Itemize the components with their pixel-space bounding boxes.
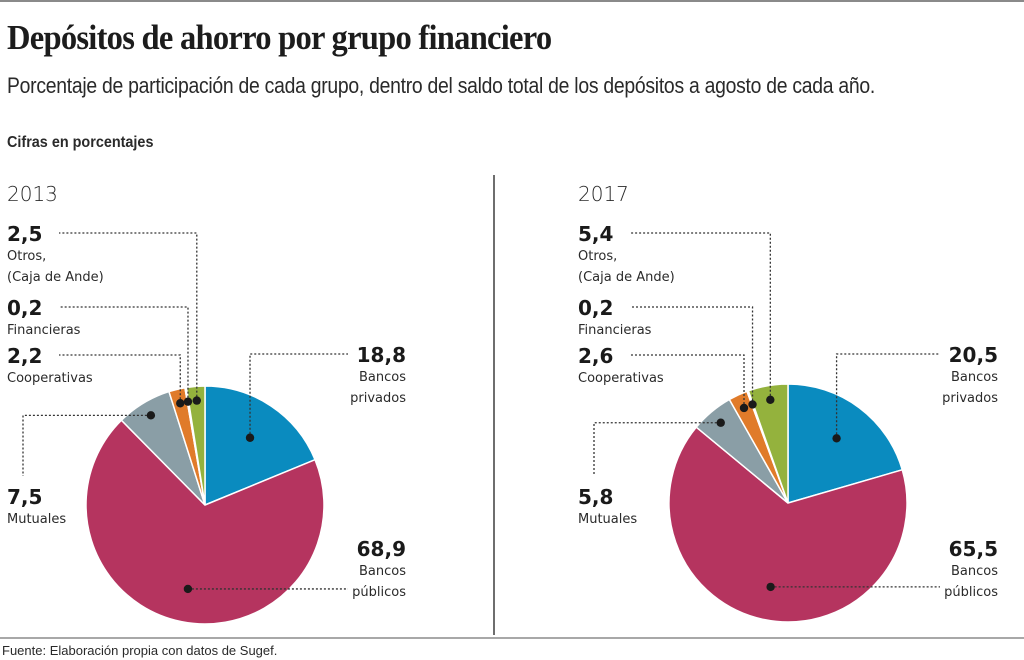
slice-label-otros: (Caja de Ande) <box>7 270 104 285</box>
slice-label-cooperativas: Cooperativas <box>7 371 93 386</box>
slice-value-financieras: 0,2 <box>578 296 613 320</box>
slice-value-financieras: 0,2 <box>7 296 42 320</box>
leader-dot <box>748 400 757 409</box>
slice-label-otros: (Caja de Ande) <box>578 270 675 285</box>
year-label: 2017 <box>578 182 629 206</box>
slice-label-bancos-privados: Bancos <box>359 370 406 385</box>
slice-label-bancos-publicos: Bancos <box>359 564 406 579</box>
leader-line <box>630 354 745 408</box>
pie-slice-bancos-publicos <box>668 426 908 623</box>
leader-dot <box>739 403 749 413</box>
slice-label-bancos-publicos: públicos <box>352 585 406 600</box>
leader-dot <box>146 411 156 420</box>
slice-label-otros: Otros, <box>578 249 617 264</box>
units-note: Cifras en porcentajes <box>7 134 154 151</box>
leader-line <box>59 306 189 402</box>
bottom-rule <box>0 637 1024 639</box>
slice-value-otros: 5,4 <box>578 222 613 246</box>
leader-dot <box>245 433 255 442</box>
slice-label-bancos-privados: privados <box>942 391 998 406</box>
slice-label-bancos-privados: Bancos <box>951 370 998 385</box>
slice-value-bancos-publicos: 68,9 <box>357 537 406 561</box>
pie-chart-2017: 2017 20,5 Bancos privados 65,5 Bancos públicos… <box>578 182 998 623</box>
leader-line <box>59 354 181 404</box>
leader-line <box>22 414 151 476</box>
slice-label-cooperativas: Cooperativas <box>578 371 664 386</box>
slice-label-financieras: Financieras <box>578 323 652 338</box>
slice-value-cooperativas: 2,2 <box>7 344 42 368</box>
slice-value-mutuales: 7,5 <box>7 485 42 509</box>
leader-dot <box>766 582 775 592</box>
slice-label-bancos-publicos: públicos <box>944 585 998 600</box>
slice-value-bancos-privados: 18,8 <box>357 343 406 367</box>
slice-value-mutuales: 5,8 <box>578 485 613 509</box>
slice-label-mutuales: Mutuales <box>7 512 66 527</box>
pie-slice-bancos-publicos <box>85 419 325 625</box>
top-rule <box>0 0 1024 2</box>
pie-slice-otros <box>747 383 789 504</box>
pie-slice-bancos-privados <box>204 385 317 507</box>
year-label: 2013 <box>7 182 58 206</box>
leader-dot <box>192 396 201 405</box>
leader-dot <box>183 584 193 594</box>
leader-dot <box>832 434 841 443</box>
leader-dot <box>766 395 775 404</box>
slice-value-bancos-publicos: 65,5 <box>949 537 998 561</box>
slice-label-mutuales: Mutuales <box>578 512 637 527</box>
slice-value-cooperativas: 2,6 <box>578 344 613 368</box>
slice-label-bancos-privados: privados <box>350 391 406 406</box>
leader-dot <box>716 418 725 427</box>
leader-line <box>249 353 348 438</box>
slice-value-bancos-privados: 20,5 <box>949 343 998 367</box>
slice-label-bancos-publicos: Bancos <box>951 564 998 579</box>
panel-divider <box>493 175 495 635</box>
slice-label-otros: Otros, <box>7 249 46 264</box>
leader-line <box>835 353 940 439</box>
pie-slice-bancos-privados <box>787 383 904 504</box>
leader-line <box>630 306 754 405</box>
source-note: Fuente: Elaboración propia con datos de … <box>2 643 278 658</box>
leader-dot <box>183 397 193 406</box>
slice-label-financieras: Financieras <box>7 323 81 338</box>
chart-subtitle: Porcentaje de participación de cada grup… <box>7 73 876 98</box>
leader-line <box>630 232 771 400</box>
slice-value-otros: 2,5 <box>7 222 42 246</box>
chart-title: Depósitos de ahorro por grupo financiero <box>7 18 552 57</box>
leader-dot <box>176 399 185 408</box>
pie-slice-otros <box>185 385 206 506</box>
pie-chart-2013: 2013 18,8 Bancos privados 68,9 Bancos públicos… <box>7 182 406 625</box>
